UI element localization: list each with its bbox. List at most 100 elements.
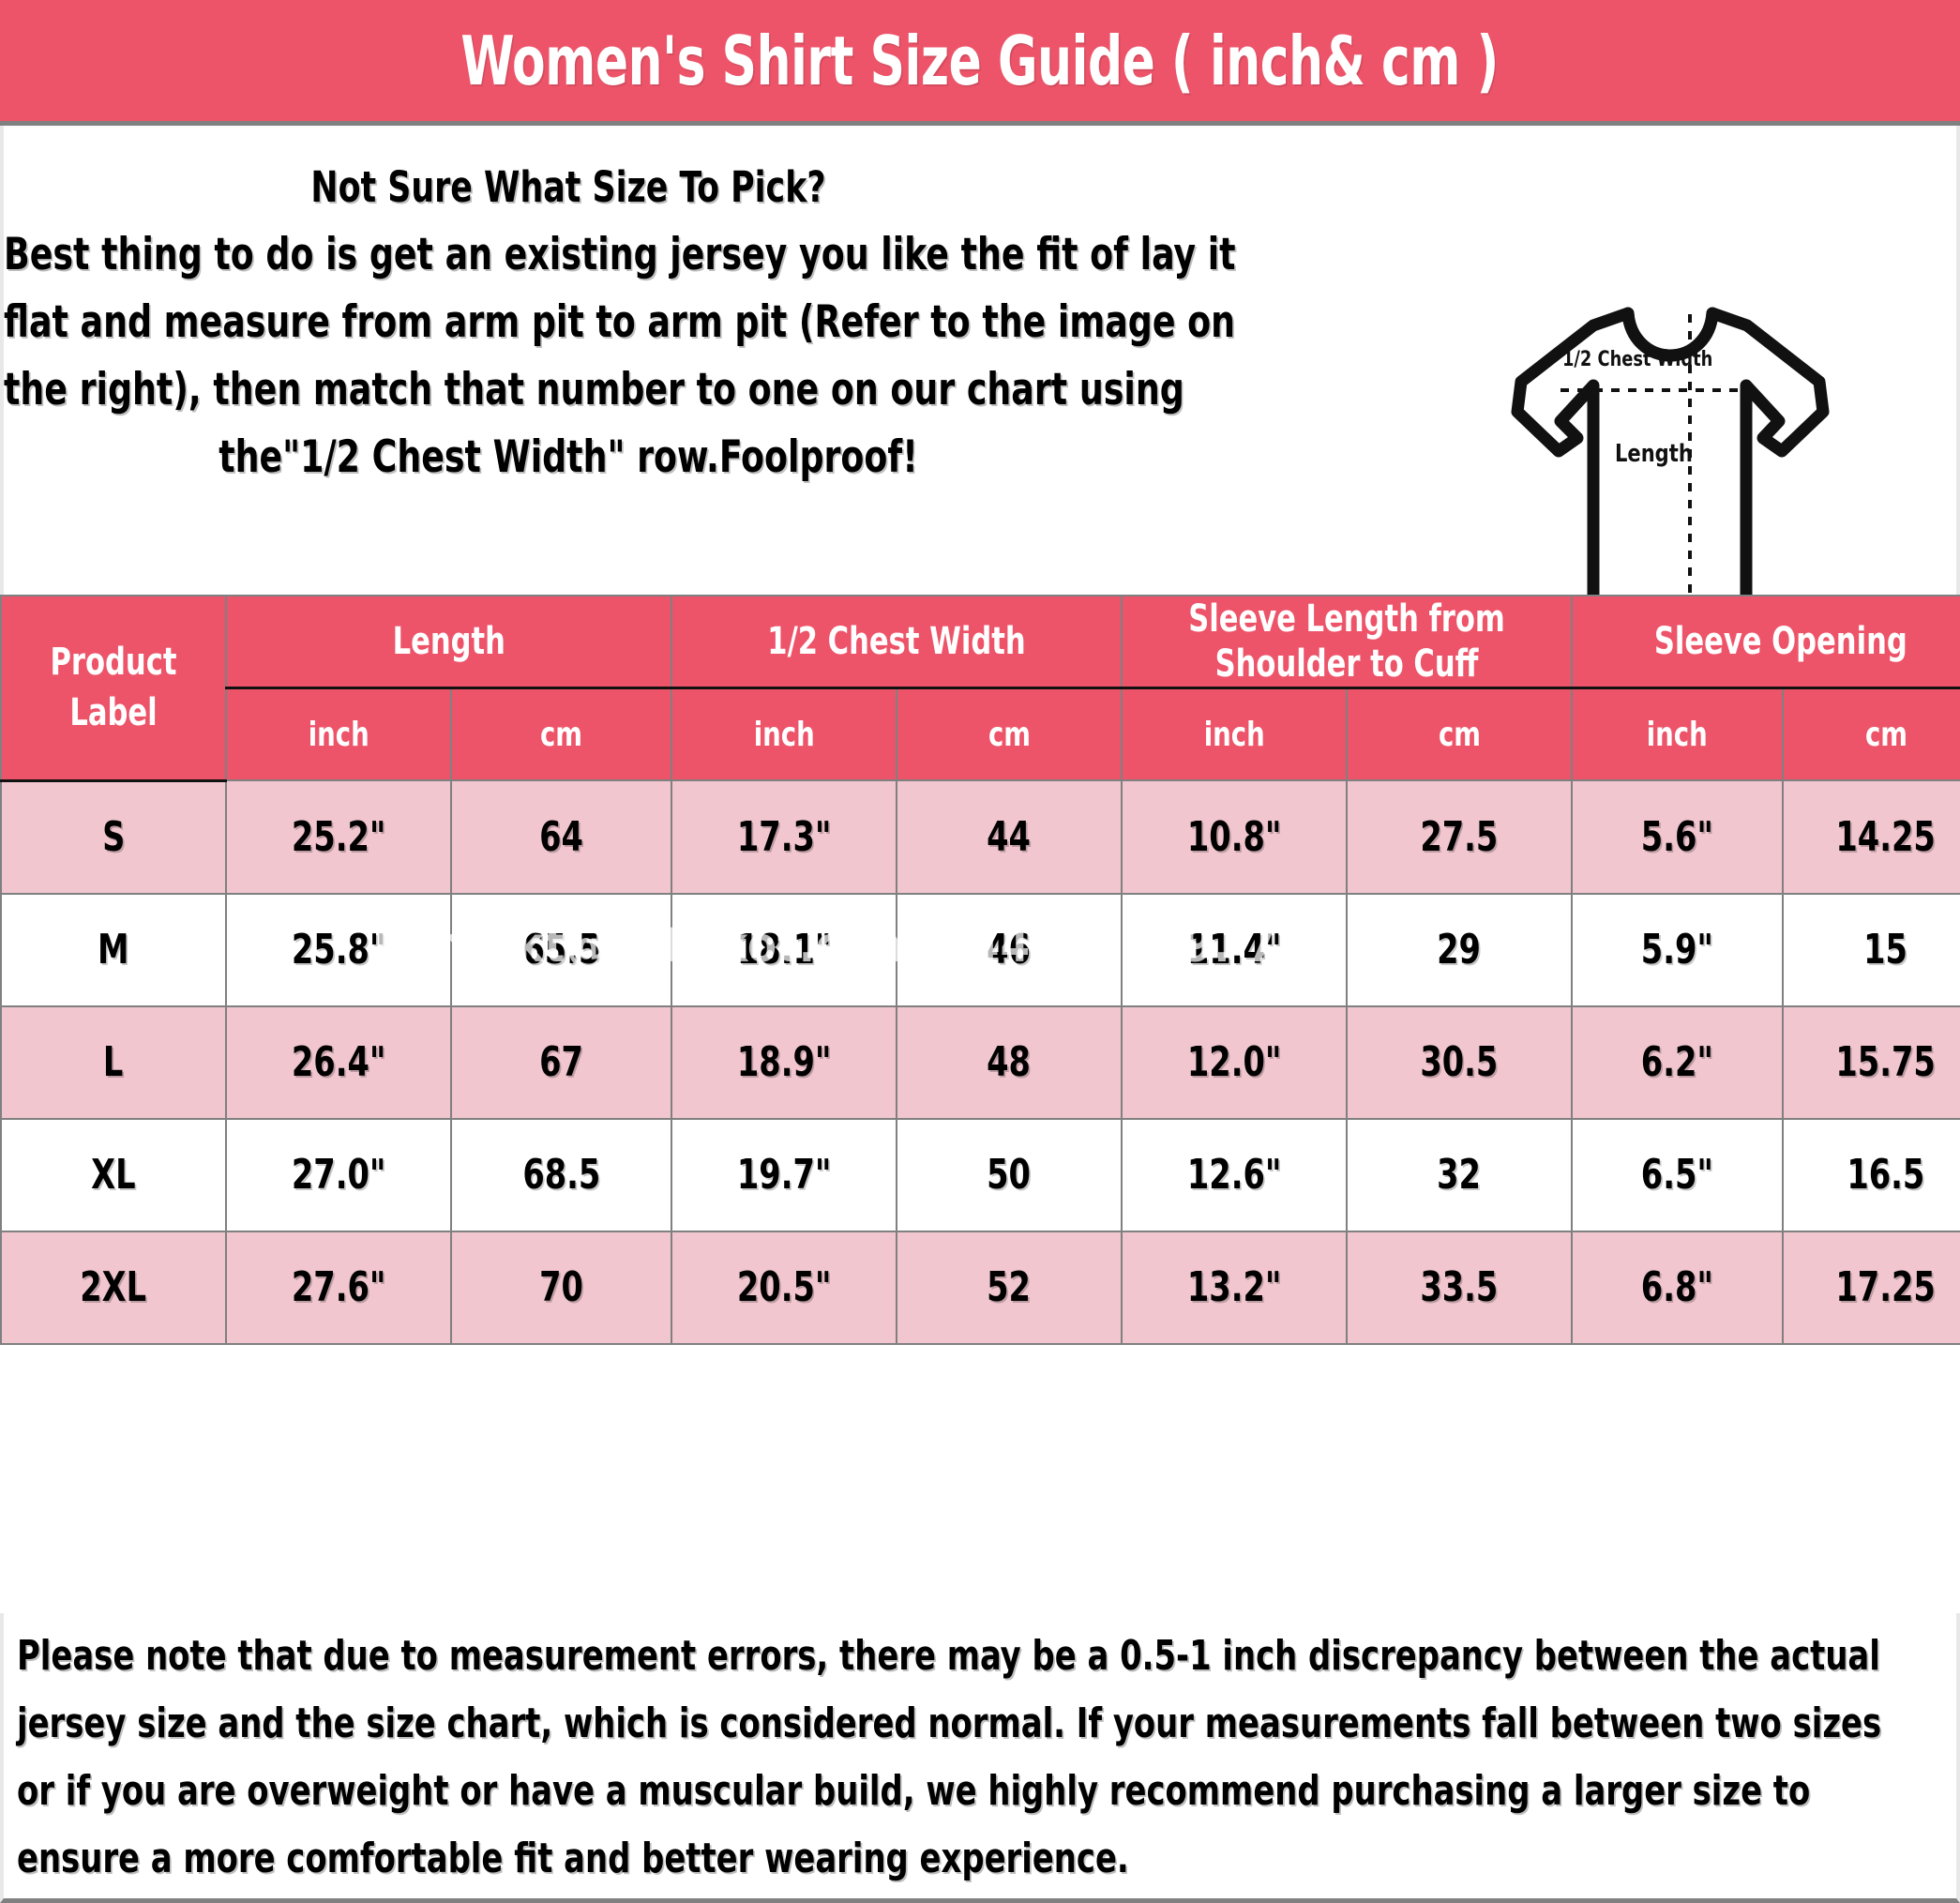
cell-chest-inch: 19.7" [671, 1117, 897, 1232]
header-unit-sleeve-cm: cm [1346, 687, 1573, 781]
cell-opening-cm: 17.25 [1782, 1230, 1960, 1345]
header-unit-sleeve-cm-text: cm [1438, 715, 1481, 754]
intro-line-2: flat and measure from arm pit to arm pit… [4, 296, 1236, 348]
header-group-sleeve-length-text: Sleeve Length from Shoulder to Cuff [1188, 597, 1505, 686]
cell-chest-inch: 17.3" [671, 779, 897, 895]
cell-length-inch: 27.6" [225, 1230, 452, 1345]
cell-length-cm: 65.5 [450, 892, 672, 1007]
cell-opening-inch: 6.5" [1571, 1117, 1784, 1232]
cell-length-cm: 64 [450, 779, 672, 895]
header-group-sleeve-opening: Sleeve Opening [1571, 595, 1960, 689]
cell-sleeve-cm: 30.5 [1346, 1004, 1573, 1120]
header-group-sleeve-length: Sleeve Length from Shoulder to Cuff [1121, 595, 1573, 689]
table-row: XL 27.0" 68.5 19.7" 50 12.6" 32 6.5" 16.… [0, 1117, 1960, 1232]
cell-size-label: 2XL [0, 1230, 227, 1345]
intro-text-block: Not Sure What Size To Pick? Best thing t… [4, 154, 1236, 491]
cell-chest-cm: 44 [896, 779, 1123, 895]
cell-chest-cm: 48 [896, 1004, 1123, 1120]
header-group-chest-width-text: 1/2 Chest Width [767, 620, 1026, 663]
header-unit-chest-cm-text: cm [988, 715, 1031, 754]
header-group-sleeve-opening-text: Sleeve Opening [1653, 620, 1907, 663]
cell-sleeve-inch: 11.4" [1121, 892, 1348, 1007]
cell-chest-cm: 52 [896, 1230, 1123, 1345]
cell-opening-inch: 5.9" [1571, 892, 1784, 1007]
cell-sleeve-cm: 27.5 [1346, 779, 1573, 895]
cell-chest-inch: 18.9" [671, 1004, 897, 1120]
intro-line-3: the right), then match that number to on… [4, 364, 1184, 415]
header-unit-sleeve-inch-text: inch [1203, 715, 1265, 754]
length-label: Length [1615, 440, 1693, 468]
cell-sleeve-inch: 12.0" [1121, 1004, 1348, 1120]
header-unit-length-cm: cm [450, 687, 672, 781]
cell-size-label: M [0, 892, 227, 1007]
cell-sleeve-inch: 10.8" [1121, 779, 1348, 895]
header-group-chest-width: 1/2 Chest Width [671, 595, 1123, 689]
tshirt-icon [1511, 307, 1830, 634]
table-head: Product Label Length 1/2 Chest Width Sle… [0, 595, 1960, 782]
cell-sleeve-cm: 32 [1346, 1117, 1573, 1232]
header-group-length-text: Length [392, 620, 505, 663]
table-row: L 26.4" 67 18.9" 48 12.0" 30.5 6.2" 15.7… [0, 1004, 1960, 1120]
cell-length-cm: 68.5 [450, 1117, 672, 1232]
header-unit-length-inch: inch [225, 687, 452, 781]
tshirt-measurement-diagram: 1/2 Chest Width Length [1504, 280, 1926, 656]
cell-length-inch: 25.2" [225, 779, 452, 895]
cell-chest-cm: 50 [896, 1117, 1123, 1232]
cell-opening-inch: 5.6" [1571, 779, 1784, 895]
cell-opening-inch: 6.2" [1571, 1004, 1784, 1120]
footer-note-section: Please note that due to measurement erro… [0, 1613, 1960, 1903]
note-line-4: ensure a more comfortable fit and better… [17, 1835, 1129, 1882]
table-row: 2XL 27.6" 70 20.5" 52 13.2" 33.5 6.8" 17… [0, 1230, 1960, 1345]
note-line-1: Please note that due to measurement erro… [17, 1632, 1880, 1680]
cell-length-cm: 70 [450, 1230, 672, 1345]
header-group-length: Length [225, 595, 672, 689]
cell-opening-cm: 16.5 [1782, 1117, 1960, 1232]
intro-section: Not Sure What Size To Pick? Best thing t… [0, 126, 1960, 634]
cell-chest-cm: 46 [896, 892, 1123, 1007]
cell-size-label: S [0, 779, 227, 895]
table-row: S 25.2" 64 17.3" 44 10.8" 27.5 5.6" 14.2… [0, 779, 1960, 895]
chest-width-label: 1/2 Chest Width [1562, 348, 1713, 371]
cell-chest-inch: 20.5" [671, 1230, 897, 1345]
table-header-group-row: Product Label Length 1/2 Chest Width Sle… [0, 595, 1960, 782]
footer-note-text: Please note that due to measurement erro… [17, 1623, 1941, 1893]
cell-sleeve-cm: 29 [1346, 892, 1573, 1007]
header-unit-opening-cm: cm [1782, 687, 1960, 781]
cell-sleeve-inch: 13.2" [1121, 1230, 1348, 1345]
header-product-label-text: Product Label [50, 641, 177, 735]
table-row: M 25.8" 65.5 18.1" 46 11.4" 29 5.9" 15 [0, 892, 1960, 1007]
cell-size-label: L [0, 1004, 227, 1120]
cell-opening-cm: 15 [1782, 892, 1960, 1007]
header-unit-length-inch-text: inch [308, 715, 369, 754]
cell-opening-cm: 15.75 [1782, 1004, 1960, 1120]
header-unit-chest-inch-text: inch [753, 715, 815, 754]
cell-size-label: XL [0, 1117, 227, 1232]
cell-sleeve-inch: 12.6" [1121, 1117, 1348, 1232]
header-unit-chest-inch: inch [671, 687, 897, 781]
size-chart-table: Product Label Length 1/2 Chest Width Sle… [0, 595, 1960, 1345]
intro-line-4: the"1/2 Chest Width" row.Foolproof! [219, 431, 918, 483]
header-unit-opening-inch: inch [1571, 687, 1784, 781]
table-header-unit-row: inch cm inch cm inch cm inch cm [1, 687, 1960, 781]
cell-length-inch: 25.8" [225, 892, 452, 1007]
header-unit-opening-cm-text: cm [1864, 715, 1907, 754]
header-product-label: Product Label [0, 595, 227, 782]
cell-length-inch: 26.4" [225, 1004, 452, 1120]
cell-length-inch: 27.0" [225, 1117, 452, 1232]
header-unit-sleeve-inch: inch [1121, 687, 1348, 781]
header-unit-chest-cm: cm [896, 687, 1123, 781]
page-title: Women's Shirt Size Guide ( inch& cm ) [460, 21, 1500, 100]
note-line-3: or if you are overweight or have a muscu… [17, 1767, 1811, 1815]
header-unit-length-cm-text: cm [539, 715, 582, 754]
cell-opening-cm: 14.25 [1782, 779, 1960, 895]
intro-line-1: Best thing to do is get an existing jers… [4, 229, 1236, 280]
cell-chest-inch: 18.1" [671, 892, 897, 1007]
intro-lead: Not Sure What Size To Pick? [310, 162, 826, 212]
table-body: S 25.2" 64 17.3" 44 10.8" 27.5 5.6" 14.2… [0, 779, 1960, 1345]
note-line-2: jersey size and the size chart, which is… [17, 1699, 1882, 1747]
header-unit-opening-inch-text: inch [1647, 715, 1708, 754]
cell-sleeve-cm: 33.5 [1346, 1230, 1573, 1345]
title-bar: Women's Shirt Size Guide ( inch& cm ) [0, 0, 1960, 126]
cell-opening-inch: 6.8" [1571, 1230, 1784, 1345]
